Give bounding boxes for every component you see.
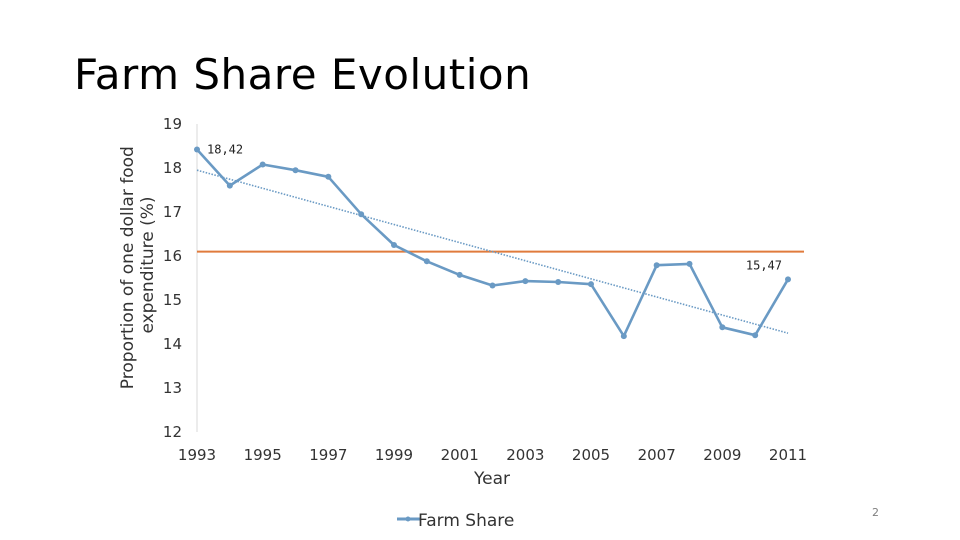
trend-line — [196, 169, 789, 334]
data-point — [194, 146, 200, 153]
y-tick-label: 15 — [163, 291, 182, 309]
x-tick-label: 1997 — [309, 446, 347, 464]
series-line-farm-share — [196, 148, 790, 338]
y-axis-title-line-2: expenditure (%) — [138, 196, 158, 333]
x-tick-label: 1993 — [178, 446, 216, 464]
x-tick-label: 2005 — [572, 446, 610, 464]
legend: Farm Share — [397, 511, 514, 531]
y-tick-label: 19 — [163, 115, 182, 133]
y-tick-label: 13 — [163, 379, 182, 397]
data-point — [259, 161, 266, 168]
data-point — [391, 242, 397, 248]
data-point — [456, 271, 463, 278]
data-point — [489, 282, 496, 289]
x-tick-label: 2011 — [769, 446, 807, 464]
data-point — [292, 167, 299, 174]
x-tick-label: 2007 — [638, 446, 676, 464]
data-point — [785, 276, 791, 283]
data-point — [719, 324, 726, 331]
legend-label: Farm Share — [418, 511, 514, 531]
x-tick-label: 1995 — [244, 446, 282, 464]
y-tick-label: 14 — [163, 335, 182, 353]
data-point — [522, 278, 529, 285]
y-tick-label: 18 — [163, 159, 182, 177]
data-point — [325, 173, 332, 180]
x-tick-label: 2001 — [441, 446, 479, 464]
data-point — [226, 182, 233, 189]
y-tick-label: 16 — [163, 247, 182, 265]
data-label: 15,47 — [746, 258, 782, 272]
data-point — [423, 258, 430, 265]
data-point — [555, 278, 562, 285]
x-tick-label: 1999 — [375, 446, 413, 464]
data-point — [358, 211, 365, 218]
data-point — [686, 260, 693, 267]
y-axis-title: Proportion of one dollar food expenditur… — [118, 141, 158, 389]
slide-title: Farm Share Evolution — [74, 50, 532, 99]
x-tick-label: 2003 — [506, 446, 544, 464]
data-point — [653, 262, 660, 269]
y-axis-title-line-1: Proportion of one dollar food — [118, 146, 138, 389]
data-point — [620, 333, 627, 340]
x-axis-title: Year — [473, 469, 510, 489]
y-tick-label: 12 — [163, 423, 182, 441]
y-tick-label: 17 — [163, 203, 182, 221]
data-point — [588, 281, 594, 288]
page-number: 2 — [872, 506, 879, 519]
data-point — [752, 332, 759, 339]
data-label: 18,42 — [207, 143, 243, 157]
legend-point-marker — [405, 516, 411, 522]
x-tick-label: 2009 — [703, 446, 741, 464]
